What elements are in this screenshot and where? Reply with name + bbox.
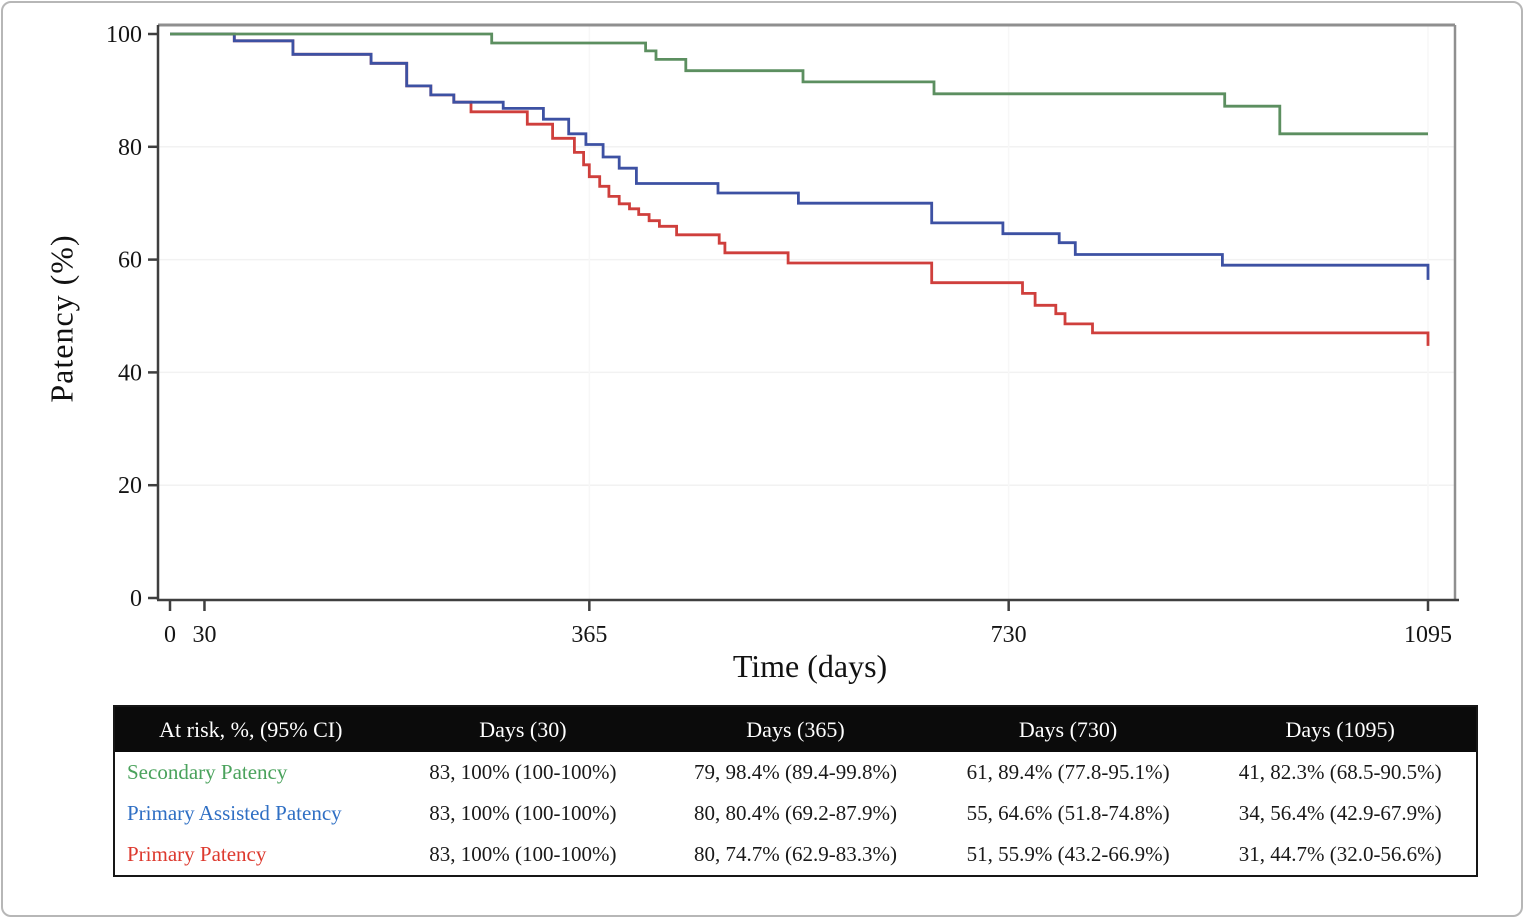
risk-table-body: Secondary Patency 83, 100% (100-100%) 79, … [114, 752, 1477, 876]
risk-table: At risk, %, (95% CI) Days (30) Days (365) D… [113, 705, 1478, 877]
y-axis-title: Patency (%) [43, 234, 80, 403]
series-label: Primary Patency [127, 842, 267, 866]
km-plot-area: 0 20 40 60 80 100 0 30 365 730 1095 [106, 22, 1459, 648]
risk-table-header-row: At risk, %, (95% CI) Days (30) Days (365) D… [114, 706, 1477, 752]
y-tick-label: 20 [118, 473, 142, 499]
series-label: Secondary Patency [127, 760, 288, 784]
x-tick-label: 0 [164, 622, 176, 648]
risk-value-cell: 83, 100% (100-100%) [429, 801, 617, 825]
risk-table-row: Primary Assisted Patency 83, 100% (100-10… [114, 793, 1477, 834]
y-tick-label: 80 [118, 135, 142, 161]
x-tick-label: 30 [192, 622, 216, 648]
risk-table-header-day: Days (30) [386, 706, 660, 752]
x-axis-title: Time (days) [732, 648, 888, 684]
x-tick-label: 1095 [1404, 622, 1452, 648]
risk-value-cell: 80, 74.7% (62.9-83.3%) [694, 842, 897, 866]
y-tick-label: 40 [118, 360, 142, 386]
y-tick-label: 100 [106, 22, 142, 48]
risk-table-header-day: Days (365) [659, 706, 932, 752]
y-tick-label: 60 [118, 248, 142, 274]
x-tick-label: 730 [991, 622, 1027, 648]
y-tick-label: 0 [130, 586, 142, 612]
km-curve-primary-patency [170, 32, 1430, 346]
risk-value-cell: 41, 82.3% (68.5-90.5%) [1238, 760, 1442, 784]
risk-value-cell: 61, 89.4% (77.8-95.1%) [966, 760, 1170, 784]
risk-value-cell: 51, 55.9% (43.2-66.9%) [966, 842, 1170, 866]
risk-table-row: Primary Patency 83, 100% (100-100%) 80, 74… [114, 834, 1477, 876]
risk-value-cell: 34, 56.4% (42.9-67.9%) [1238, 801, 1442, 825]
risk-table-header-day: Days (1095) [1204, 706, 1477, 752]
risk-table-header: At risk, %, (95% CI) Days (30) Days (365) D… [114, 706, 1477, 752]
risk-value-cell: 83, 100% (100-100%) [429, 842, 617, 866]
km-curve-primary-assisted-patency [170, 32, 1430, 280]
risk-value-cell: 80, 80.4% (69.2-87.9%) [694, 801, 897, 825]
risk-value-cell: 83, 100% (100-100%) [429, 760, 617, 784]
risk-value-cell: 79, 98.4% (89.4-99.8%) [694, 760, 897, 784]
km-curve-secondary-patency [170, 32, 1428, 136]
series-label: Primary Assisted Patency [127, 801, 342, 825]
risk-table-row: Secondary Patency 83, 100% (100-100%) 79, … [114, 752, 1477, 793]
risk-value-cell: 31, 44.7% (32.0-56.6%) [1238, 842, 1442, 866]
risk-table-header-day: Days (730) [931, 706, 1205, 752]
risk-value-cell: 55, 64.6% (51.8-74.8%) [966, 801, 1170, 825]
x-tick-label: 365 [571, 622, 607, 648]
risk-table-header-label: At risk, %, (95% CI) [114, 706, 387, 752]
